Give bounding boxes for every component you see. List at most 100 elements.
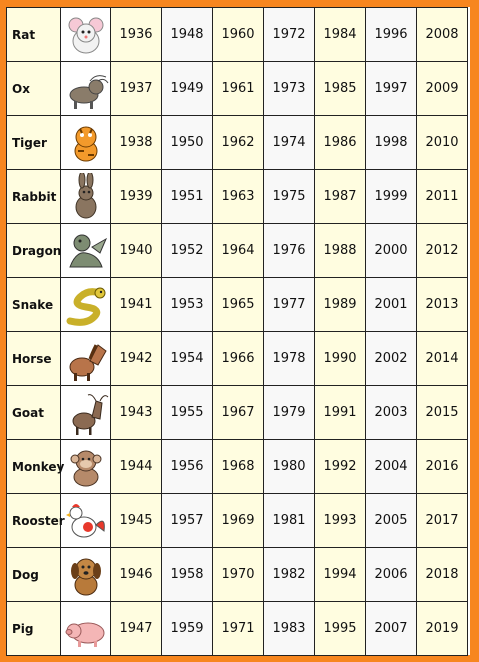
year-cell: 2010 (416, 115, 468, 170)
year-cell: 2008 (416, 7, 468, 62)
year-cell: 1965 (212, 277, 264, 332)
animal-picture-cell (60, 439, 111, 494)
goat-icon (72, 393, 108, 435)
table-row: Horse 1942 1954 1966 1978 1990 2002 2014 (6, 331, 468, 386)
monkey-icon (70, 450, 101, 486)
animal-name: Rat (6, 7, 61, 62)
ox-icon (69, 74, 108, 109)
table-row: Dog 1946 1958 1970 1982 1994 2006 2018 (6, 547, 468, 602)
year-cell: 1958 (161, 547, 213, 602)
year-cell: 2004 (365, 439, 417, 494)
table-row: Snake 1941 1953 1965 1977 1989 2001 2013 (6, 277, 468, 332)
table-row: Ox 1937 1949 1961 1973 1985 1997 2009 (6, 61, 468, 116)
year-cell: 1951 (161, 169, 213, 224)
year-cell: 1948 (161, 7, 213, 62)
year-cell: 1972 (263, 7, 315, 62)
year-cell: 1969 (212, 493, 264, 548)
year-cell: 1981 (263, 493, 315, 548)
year-cell: 1988 (314, 223, 366, 278)
year-cell: 1983 (263, 601, 315, 656)
year-cell: 1970 (212, 547, 264, 602)
dog-icon (70, 558, 101, 595)
year-cell: 1941 (110, 277, 162, 332)
year-cell: 1945 (110, 493, 162, 548)
year-cell: 2007 (365, 601, 417, 656)
year-cell: 1962 (212, 115, 264, 170)
tiger-icon (74, 126, 97, 161)
year-cell: 2019 (416, 601, 468, 656)
animal-name: Dog (6, 547, 61, 602)
year-cell: 1975 (263, 169, 315, 224)
year-cell: 1982 (263, 547, 315, 602)
year-cell: 1938 (110, 115, 162, 170)
dragon-icon (68, 234, 107, 267)
year-cell: 2017 (416, 493, 468, 548)
year-cell: 1993 (314, 493, 366, 548)
year-cell: 1949 (161, 61, 213, 116)
zodiac-table-body: Rat 1936 1948 1960 1972 1984 1996 2008 Ox 1937 194… (6, 7, 468, 656)
year-cell: 1942 (110, 331, 162, 386)
year-cell: 1995 (314, 601, 366, 656)
table-row: Dragon 1940 1952 1964 1976 1988 2000 2012 (6, 223, 468, 278)
year-cell: 1950 (161, 115, 213, 170)
year-cell: 1996 (365, 7, 417, 62)
year-cell: 1999 (365, 169, 417, 224)
year-cell: 1968 (212, 439, 264, 494)
year-cell: 1937 (110, 61, 162, 116)
year-cell: 1956 (161, 439, 213, 494)
year-cell: 1998 (365, 115, 417, 170)
animal-name: Ox (6, 61, 61, 116)
year-cell: 1943 (110, 385, 162, 440)
year-cell: 2012 (416, 223, 468, 278)
year-cell: 1984 (314, 7, 366, 62)
year-cell: 2016 (416, 439, 468, 494)
animal-picture-cell (60, 277, 111, 332)
year-cell: 1960 (212, 7, 264, 62)
year-cell: 1940 (110, 223, 162, 278)
rooster-icon (65, 503, 105, 537)
year-cell: 2001 (365, 277, 417, 332)
horse-icon (69, 343, 107, 381)
year-cell: 1971 (212, 601, 264, 656)
year-cell: 1979 (263, 385, 315, 440)
animal-name: Tiger (6, 115, 61, 170)
animal-picture-cell (60, 601, 111, 656)
year-cell: 1953 (161, 277, 213, 332)
year-cell: 1992 (314, 439, 366, 494)
year-cell: 1947 (110, 601, 162, 656)
year-cell: 1989 (314, 277, 366, 332)
snake-icon (66, 287, 105, 326)
year-cell: 1954 (161, 331, 213, 386)
year-cell: 1966 (212, 331, 264, 386)
year-cell: 1957 (161, 493, 213, 548)
year-cell: 1986 (314, 115, 366, 170)
table-row: Rooster 1945 1957 1969 1981 1993 2005 2017 (6, 493, 468, 548)
year-cell: 1997 (365, 61, 417, 116)
year-cell: 2018 (416, 547, 468, 602)
year-cell: 1985 (314, 61, 366, 116)
year-cell: 1974 (263, 115, 315, 170)
year-cell: 1955 (161, 385, 213, 440)
animal-picture-cell (60, 7, 111, 62)
year-cell: 2002 (365, 331, 417, 386)
table-row: Rat 1936 1948 1960 1972 1984 1996 2008 (6, 7, 468, 62)
animal-name: Pig (6, 601, 61, 656)
year-cell: 1980 (263, 439, 315, 494)
year-cell: 1976 (263, 223, 315, 278)
year-cell: 2009 (416, 61, 468, 116)
year-cell: 1967 (212, 385, 264, 440)
year-cell: 1959 (161, 601, 213, 656)
year-cell: 2006 (365, 547, 417, 602)
pig-icon (65, 622, 104, 647)
table-row: Goat 1943 1955 1967 1979 1991 2003 2015 (6, 385, 468, 440)
animal-picture-cell (60, 169, 111, 224)
year-cell: 1990 (314, 331, 366, 386)
animal-picture-cell (60, 493, 111, 548)
year-cell: 1994 (314, 547, 366, 602)
year-cell: 2014 (416, 331, 468, 386)
year-cell: 2000 (365, 223, 417, 278)
animal-name: Rabbit (6, 169, 61, 224)
year-cell: 1964 (212, 223, 264, 278)
animal-picture-cell (60, 331, 111, 386)
year-cell: 1936 (110, 7, 162, 62)
